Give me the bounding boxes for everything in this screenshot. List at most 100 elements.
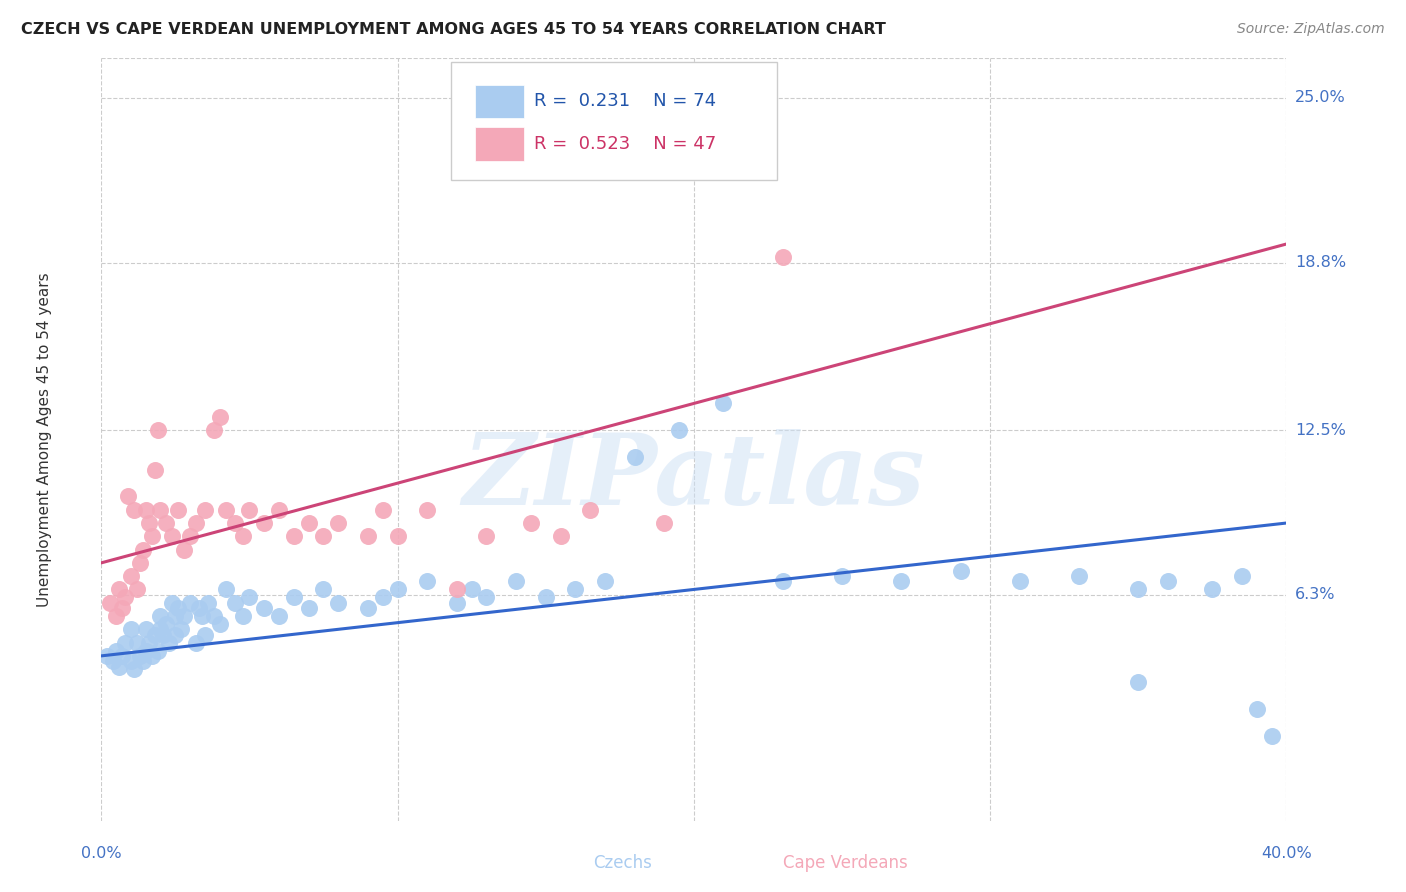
Point <box>328 596 350 610</box>
Point <box>267 502 290 516</box>
Point <box>138 516 160 530</box>
Point <box>328 516 350 530</box>
Point <box>149 502 172 516</box>
Point <box>298 601 321 615</box>
Point <box>446 582 468 597</box>
Point <box>149 623 172 637</box>
Point <box>146 643 169 657</box>
Point <box>652 516 675 530</box>
FancyBboxPatch shape <box>475 128 524 161</box>
Point <box>298 516 321 530</box>
Point <box>132 654 155 668</box>
Point <box>146 423 169 437</box>
Point <box>475 591 498 605</box>
Point <box>108 659 131 673</box>
Point <box>125 635 148 649</box>
Point <box>1246 702 1268 716</box>
Point <box>122 502 145 516</box>
Point <box>170 623 193 637</box>
Point <box>122 662 145 676</box>
Point <box>1128 675 1150 690</box>
Point <box>550 529 572 543</box>
Point <box>564 582 586 597</box>
Point <box>111 648 134 663</box>
Point <box>202 423 225 437</box>
FancyBboxPatch shape <box>451 62 778 180</box>
Point <box>224 596 246 610</box>
Point <box>167 502 190 516</box>
Point <box>143 463 166 477</box>
FancyBboxPatch shape <box>555 847 588 881</box>
Point <box>114 635 136 649</box>
Text: ZIPatlas: ZIPatlas <box>463 429 925 525</box>
Point <box>120 654 142 668</box>
Point <box>194 627 217 641</box>
Point <box>312 529 335 543</box>
Point <box>98 596 121 610</box>
Point <box>505 574 527 589</box>
Point <box>371 591 394 605</box>
Point <box>188 601 211 615</box>
Point <box>232 529 254 543</box>
Point <box>232 609 254 624</box>
Text: 25.0%: 25.0% <box>1295 90 1346 105</box>
Point <box>1230 569 1253 583</box>
Point <box>165 609 187 624</box>
Point <box>772 574 794 589</box>
Text: Czechs: Czechs <box>593 854 652 871</box>
Point <box>238 591 260 605</box>
Point <box>208 617 231 632</box>
Point <box>173 542 195 557</box>
Text: 18.8%: 18.8% <box>1295 255 1346 270</box>
Point <box>138 635 160 649</box>
Point <box>111 601 134 615</box>
Point <box>579 502 602 516</box>
Point <box>1008 574 1031 589</box>
Point <box>143 627 166 641</box>
Text: 40.0%: 40.0% <box>1261 846 1312 861</box>
Point <box>520 516 543 530</box>
Point <box>283 591 305 605</box>
Point <box>238 502 260 516</box>
Point <box>162 529 184 543</box>
Point <box>162 596 184 610</box>
Point <box>152 627 174 641</box>
Point <box>155 617 177 632</box>
Point <box>194 502 217 516</box>
Point <box>135 643 157 657</box>
Point <box>149 609 172 624</box>
Point <box>179 596 201 610</box>
Point <box>772 250 794 264</box>
Point <box>179 529 201 543</box>
Point <box>831 569 853 583</box>
Point <box>371 502 394 516</box>
Point <box>312 582 335 597</box>
Point <box>215 502 238 516</box>
Point <box>132 542 155 557</box>
Point <box>128 556 150 570</box>
Point <box>446 596 468 610</box>
Point <box>101 654 124 668</box>
Point <box>475 529 498 543</box>
Point <box>713 396 735 410</box>
Point <box>890 574 912 589</box>
Point <box>534 591 557 605</box>
Point <box>135 502 157 516</box>
Point <box>165 627 187 641</box>
Point <box>128 648 150 663</box>
Point <box>117 490 139 504</box>
Point <box>949 564 972 578</box>
FancyBboxPatch shape <box>475 85 524 119</box>
Text: 0.0%: 0.0% <box>82 846 121 861</box>
Point <box>202 609 225 624</box>
Point <box>135 623 157 637</box>
Point <box>141 529 163 543</box>
Point <box>623 450 645 464</box>
Point <box>120 623 142 637</box>
Text: Source: ZipAtlas.com: Source: ZipAtlas.com <box>1237 22 1385 37</box>
Point <box>105 609 128 624</box>
Point <box>167 601 190 615</box>
Point <box>208 409 231 424</box>
Point <box>141 648 163 663</box>
Point <box>253 601 276 615</box>
